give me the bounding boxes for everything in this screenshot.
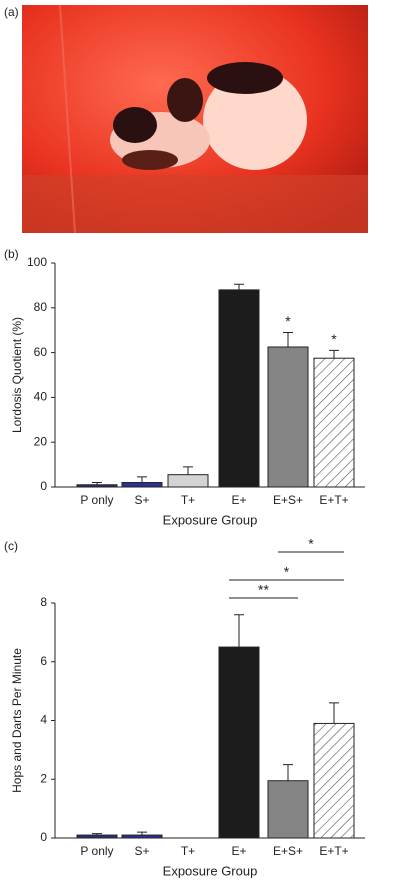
- y-tick-label: 20: [34, 434, 48, 448]
- photo: [22, 4, 368, 234]
- error-bar: [92, 833, 102, 836]
- y-tick-label: 40: [34, 390, 48, 404]
- x-tick-label: P only: [80, 493, 113, 507]
- bar: [167, 474, 209, 488]
- error-bar: [137, 476, 147, 483]
- error-bar: [329, 349, 339, 359]
- panel-label: (c): [4, 539, 18, 553]
- x-tick-label: P only: [80, 844, 113, 858]
- bar: [121, 834, 163, 839]
- bar: [121, 482, 163, 488]
- bar: [218, 289, 260, 488]
- x-axis-label: Exposure Group: [163, 512, 258, 527]
- error-bar: [283, 764, 293, 781]
- y-tick-label: 2: [40, 771, 47, 785]
- y-axis-label: Lordosis Quotient (%): [10, 317, 24, 433]
- y-axis-label: Hops and Darts Per Minute: [10, 648, 24, 793]
- error-bar: [283, 331, 293, 347]
- y-tick-label: 6: [40, 654, 47, 668]
- y-tick-label: 8: [40, 595, 47, 609]
- error-bar: [92, 482, 102, 485]
- panel-label: (a): [4, 5, 19, 19]
- y-tick-label: 0: [40, 479, 47, 493]
- x-tick-label: E+T+: [319, 493, 348, 507]
- bar: [76, 834, 118, 839]
- bar: [267, 780, 309, 839]
- annotation: *: [285, 313, 291, 329]
- x-tick-label: E+: [231, 493, 246, 507]
- x-tick-label: S+: [134, 493, 149, 507]
- error-bar: [234, 283, 244, 290]
- bar: [267, 346, 309, 488]
- y-tick-label: 80: [34, 300, 48, 314]
- x-tick-label: E+S+: [273, 493, 303, 507]
- y-tick-label: 0: [40, 830, 47, 844]
- y-tick-label: 60: [34, 345, 48, 359]
- y-tick-label: 100: [27, 255, 47, 269]
- error-bar: [183, 466, 193, 475]
- y-tick-label: 4: [40, 713, 47, 727]
- annotation: *: [331, 331, 337, 347]
- x-tick-label: T+: [181, 493, 195, 507]
- x-tick-label: S+: [134, 844, 149, 858]
- error-bar: [234, 614, 244, 648]
- x-tick-label: E+: [231, 844, 246, 858]
- error-bar: [137, 831, 147, 836]
- panel-label: (b): [4, 247, 19, 261]
- significance-label: *: [308, 536, 314, 552]
- bar: [218, 646, 260, 839]
- bar: [313, 722, 355, 839]
- significance-label: **: [258, 582, 269, 598]
- bar: [76, 484, 118, 488]
- bar: [313, 357, 355, 488]
- x-axis-label: Exposure Group: [163, 863, 258, 878]
- error-bar: [329, 702, 339, 724]
- significance-label: *: [284, 564, 290, 580]
- x-tick-label: E+T+: [319, 844, 348, 858]
- x-tick-label: E+S+: [273, 844, 303, 858]
- x-tick-label: T+: [181, 844, 195, 858]
